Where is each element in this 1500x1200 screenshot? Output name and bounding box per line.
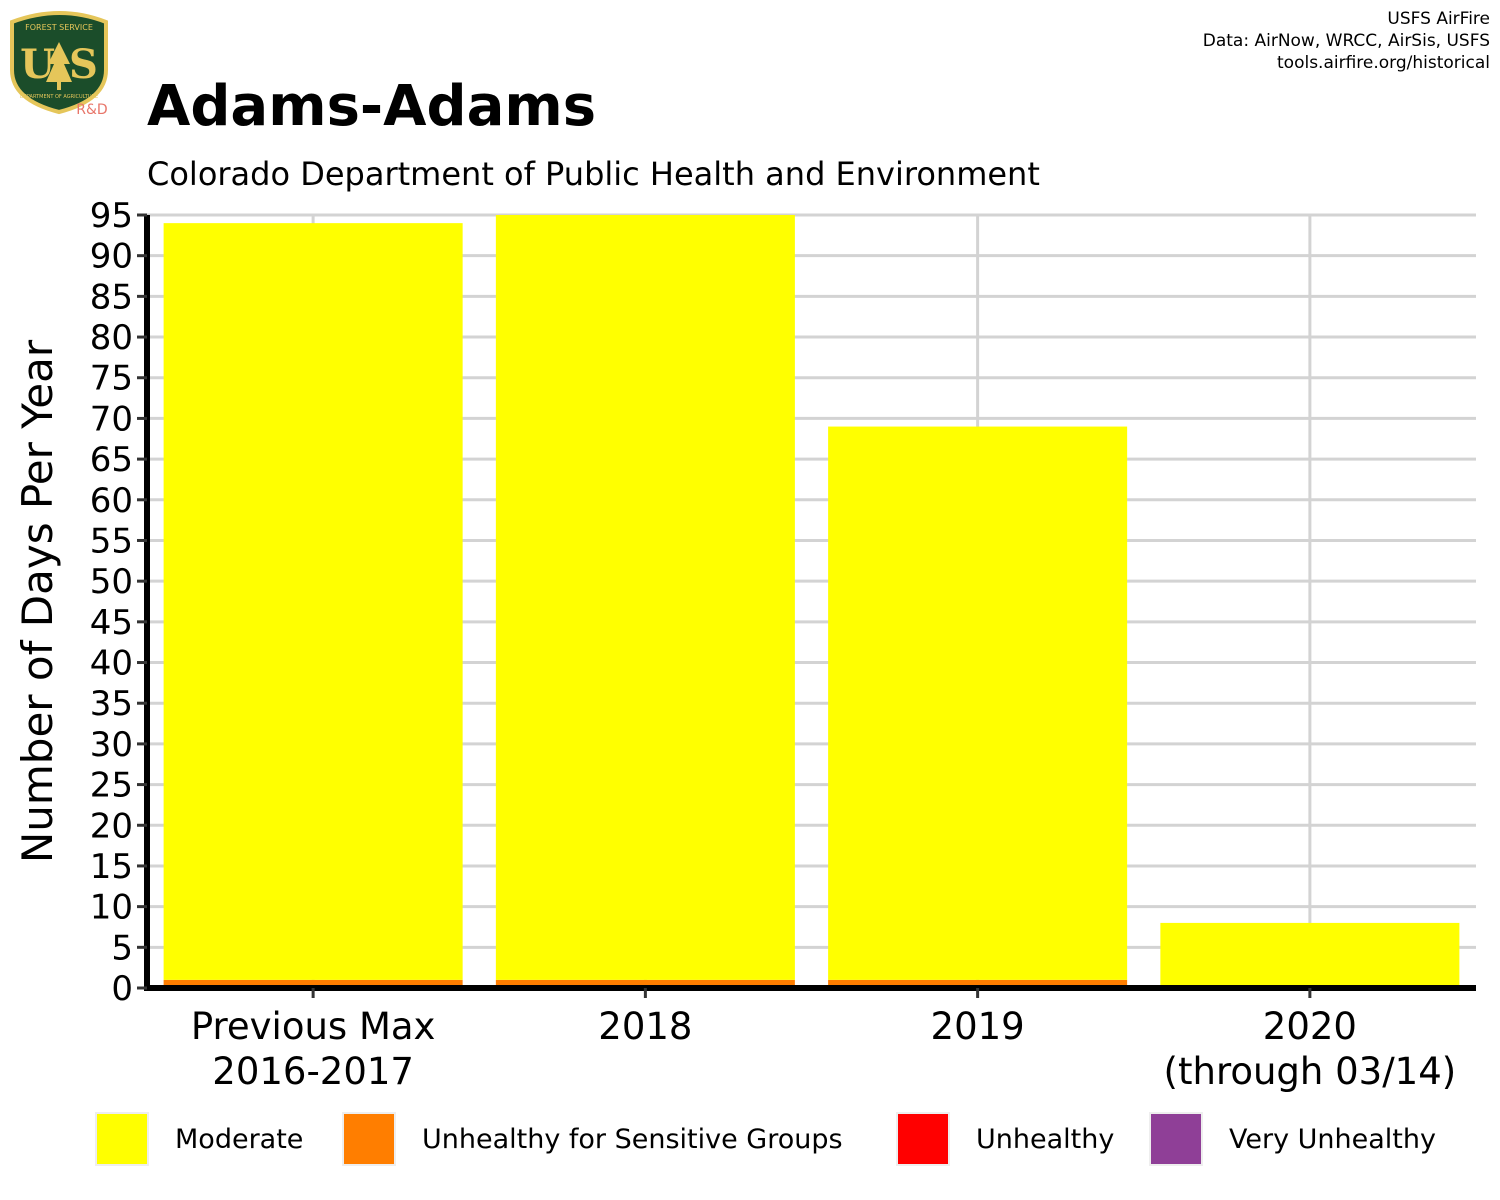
logo-top-text: FOREST SERVICE bbox=[25, 23, 93, 32]
y-axis-label: Number of Days Per Year bbox=[13, 339, 62, 863]
usfs-logo: FOREST SERVICE U S DEPARTMENT OF AGRICUL… bbox=[10, 11, 108, 118]
legend: Moderate Unhealthy for Sensitive Groups Un… bbox=[0, 1110, 1500, 1170]
x-tick-label: 2019 bbox=[931, 1005, 1025, 1048]
bar-unhealthy-for-sensitive-groups bbox=[828, 979, 1128, 988]
bar-moderate bbox=[1160, 922, 1460, 988]
y-tick-label: 70 bbox=[90, 399, 133, 439]
x-tick-label: (through 03/14) bbox=[1164, 1050, 1457, 1093]
y-tick-label: 85 bbox=[90, 277, 133, 317]
y-tick-label: 20 bbox=[90, 806, 133, 846]
y-tick-label: 35 bbox=[90, 684, 133, 724]
legend-label: Unhealthy bbox=[976, 1124, 1115, 1155]
bar-unhealthy-for-sensitive-groups bbox=[163, 979, 463, 988]
x-tick-label: 2018 bbox=[598, 1005, 692, 1048]
y-tick-label: 40 bbox=[90, 644, 133, 684]
credit-line: Data: AirNow, WRCC, AirSis, USFS bbox=[1202, 31, 1490, 51]
y-tick-label: 95 bbox=[90, 196, 133, 236]
y-tick-label: 90 bbox=[90, 237, 133, 277]
y-tick-label: 75 bbox=[90, 359, 133, 399]
y-tick-label: 65 bbox=[90, 440, 133, 480]
y-tick-label: 0 bbox=[111, 969, 133, 1009]
x-tick-label: 2016-2017 bbox=[212, 1050, 414, 1093]
credits: USFS AirFire Data: AirNow, WRCC, AirSis,… bbox=[1203, 8, 1490, 74]
legend-label: Very Unhealthy bbox=[1229, 1124, 1436, 1155]
y-tick-label: 30 bbox=[90, 725, 133, 765]
legend-swatch bbox=[896, 1112, 950, 1166]
legend-label: Moderate bbox=[175, 1124, 304, 1155]
legend-label: Unhealthy for Sensitive Groups bbox=[422, 1124, 843, 1155]
y-tick-label: 50 bbox=[90, 562, 133, 602]
y-tick-label: 25 bbox=[90, 766, 133, 806]
bar-unhealthy-for-sensitive-groups bbox=[495, 979, 795, 988]
tree-icon bbox=[46, 42, 72, 90]
logo-bottom-text: DEPARTMENT OF AGRICULTURE bbox=[20, 94, 98, 100]
y-tick-label: 45 bbox=[90, 603, 133, 643]
legend-swatch bbox=[342, 1112, 396, 1166]
bar-moderate bbox=[163, 223, 463, 980]
legend-swatch bbox=[95, 1112, 149, 1166]
logo-badge: R&D bbox=[76, 102, 107, 118]
y-tick-label: 60 bbox=[90, 481, 133, 521]
y-tick-label: 15 bbox=[90, 847, 133, 887]
bar-moderate bbox=[495, 215, 795, 980]
chart-subtitle: Colorado Department of Public Health and… bbox=[147, 155, 1040, 193]
bar-moderate bbox=[828, 426, 1128, 980]
credit-line: USFS AirFire bbox=[1387, 9, 1490, 29]
x-tick-label: 2020 bbox=[1263, 1005, 1357, 1048]
chart-title: Adams-Adams bbox=[147, 74, 597, 139]
y-tick-label: 10 bbox=[90, 888, 133, 928]
credit-line: tools.airfire.org/historical bbox=[1277, 53, 1490, 73]
x-tick-label: Previous Max bbox=[191, 1005, 436, 1048]
y-tick-label: 55 bbox=[90, 521, 133, 561]
y-tick-label: 80 bbox=[90, 318, 133, 358]
legend-swatch bbox=[1149, 1112, 1203, 1166]
y-tick-label: 5 bbox=[111, 928, 133, 968]
